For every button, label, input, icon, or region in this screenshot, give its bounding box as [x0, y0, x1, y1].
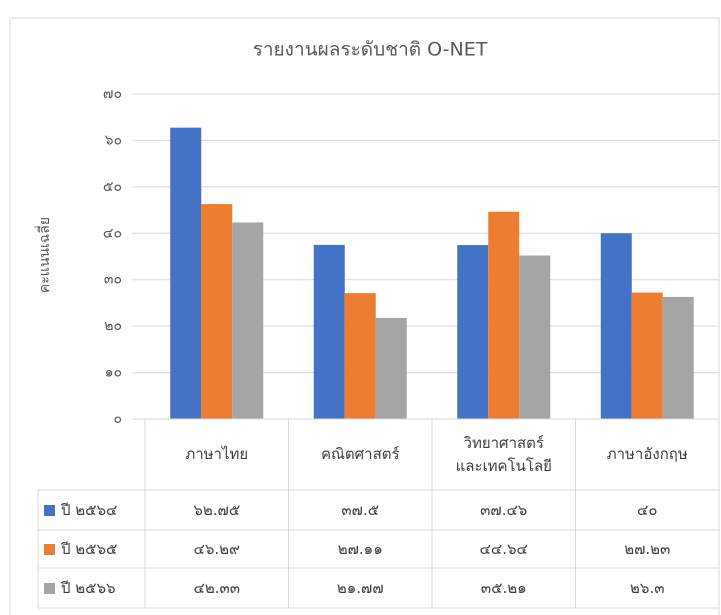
- y-tick-label: ๒๐: [104, 318, 122, 334]
- bar: [232, 222, 264, 419]
- category-label: วิทยาศาสตร์ และเทคโนโลยี: [455, 434, 552, 475]
- chart-border: [9, 17, 720, 615]
- legend-entry: ปี ๒๕๖๕: [44, 530, 117, 568]
- category-label: ภาษาไทย: [185, 445, 249, 464]
- table-value: ๒๑.๗๗: [336, 578, 384, 597]
- chart-title: รายงานผลระดับชาติ O-NET: [253, 39, 488, 61]
- legend-label: ปี ๒๕๖๕: [61, 540, 118, 558]
- legend-entry: ปี ๒๕๖๔: [44, 490, 117, 530]
- table-value: ๒๖.๓: [630, 578, 665, 597]
- legend-label: ปี ๒๕๖๔: [61, 501, 118, 519]
- y-tick-label: ๔๐: [103, 225, 122, 241]
- table-value: ๒๗.๒๓: [624, 539, 671, 558]
- table-value: ๔๔.๖๔: [479, 539, 528, 558]
- category-label: คณิตศาสตร์: [320, 445, 400, 464]
- table-value: ๔๐: [636, 500, 658, 519]
- bar: [344, 293, 376, 419]
- legend-entry: ปี ๒๕๖๖: [44, 568, 116, 608]
- y-tick-label: ๐: [113, 411, 122, 427]
- bar: [457, 245, 489, 419]
- bar: [631, 292, 663, 419]
- y-tick-label: ๕๐: [103, 179, 122, 195]
- bar: [600, 233, 632, 419]
- bar: [375, 317, 407, 419]
- table-value: ๔๒.๓๓: [193, 578, 241, 597]
- y-tick-label: ๖๐: [105, 132, 122, 148]
- legend-label: ปี ๒๕๖๖: [61, 579, 116, 597]
- y-tick-label: ๑๐: [105, 365, 122, 381]
- table-value: ๖๒.๗๕: [193, 500, 241, 519]
- bar: [201, 204, 233, 419]
- table-value: ๓๕.๒๑: [480, 578, 527, 597]
- table-value: ๓๗.๕: [341, 500, 380, 519]
- legend-swatch: [44, 582, 55, 594]
- bar: [662, 296, 694, 419]
- table-value: ๔๖.๒๙: [193, 539, 241, 558]
- legend-swatch: [44, 543, 55, 555]
- y-axis-label: คะแนนเฉลี่ย: [35, 217, 53, 293]
- bar: [488, 211, 520, 419]
- bar: [519, 255, 551, 419]
- y-tick-label: ๓๐: [104, 272, 122, 288]
- table-value: ๓๗.๔๖: [480, 500, 528, 519]
- table-value: ๒๗.๑๑: [337, 539, 383, 558]
- category-label: ภาษาอังกฤษ: [606, 445, 688, 464]
- y-tick-label: ๗๐: [103, 86, 122, 102]
- bar: [170, 127, 202, 420]
- bar: [313, 244, 345, 419]
- legend-swatch: [44, 504, 55, 516]
